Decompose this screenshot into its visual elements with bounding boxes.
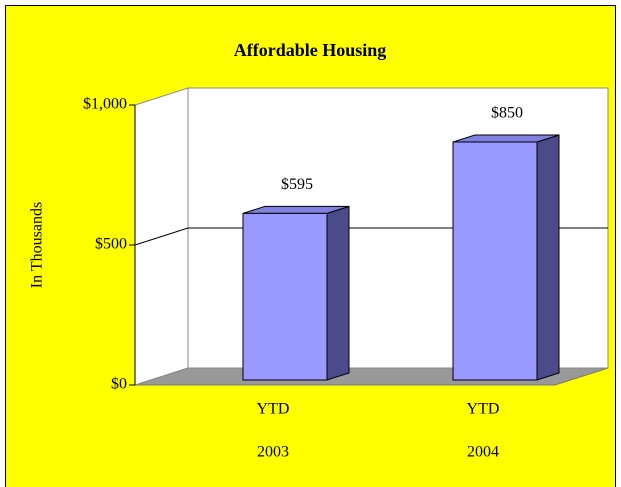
x-tick-label: YTD [467, 401, 500, 418]
x-tick-label: 2004 [467, 444, 499, 461]
value-label: $850 [491, 105, 523, 122]
y-tick-label: $1,000 [83, 96, 127, 113]
value-label: $595 [281, 176, 313, 193]
y-tick-label: $0 [111, 376, 127, 393]
chart-title: Affordable Housing [234, 40, 387, 60]
bar-side [326, 205, 350, 381]
bar [452, 141, 538, 381]
y-axis-label: In Thousands [29, 202, 46, 288]
x-tick-label: YTD [257, 401, 290, 418]
x-tick-label: 2003 [257, 444, 289, 461]
bar [242, 212, 328, 381]
bar-side [536, 134, 560, 381]
y-tick-label: $500 [95, 236, 127, 253]
